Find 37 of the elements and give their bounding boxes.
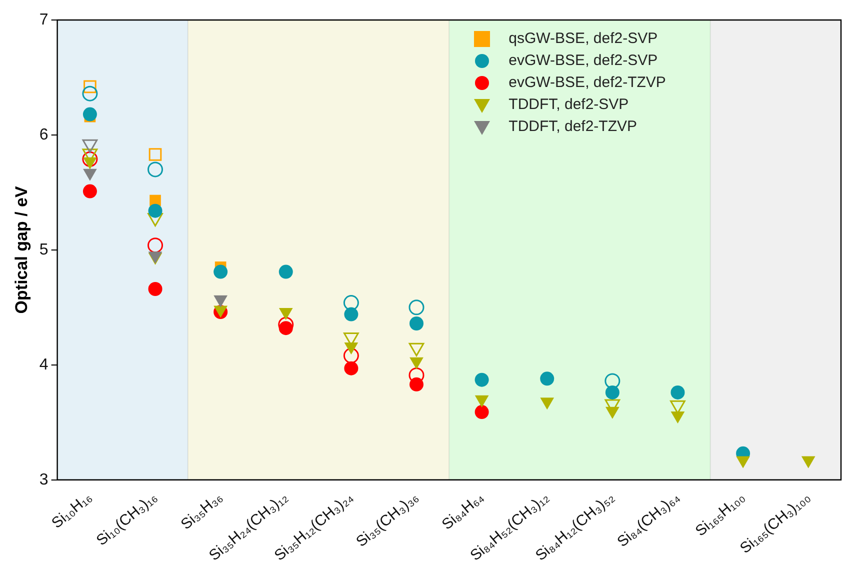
point: [148, 148, 162, 161]
point: [148, 162, 164, 178]
point: [409, 377, 424, 392]
point: [148, 282, 162, 296]
point: [82, 86, 98, 102]
legend-label: TDDFT, def2-SVP: [508, 95, 629, 115]
point: [278, 321, 293, 336]
point: [343, 295, 359, 311]
legend-label: evGW-BSE, def2-SVP: [508, 51, 658, 71]
legend-label: qsGW-BSE, def2-SVP: [508, 29, 658, 49]
point: [540, 372, 554, 386]
point: [408, 300, 424, 316]
legend-label: TDDFT, def2-TZVP: [508, 117, 638, 137]
y-tick-label: 5: [39, 241, 48, 258]
y-axis-title: Optical gap / eV: [12, 186, 31, 314]
y-tick-label: 4: [39, 356, 48, 374]
point: [343, 348, 359, 364]
point: [344, 307, 358, 322]
point: [82, 107, 97, 122]
point: [409, 316, 424, 330]
y-tick-label: 7: [39, 11, 48, 28]
point: [82, 151, 98, 167]
point: [278, 264, 293, 279]
point: [148, 238, 164, 254]
legend-label: evGW-BSE, def2-TZVP: [508, 73, 666, 93]
point: [474, 405, 489, 420]
point: [605, 385, 620, 400]
point: [82, 184, 97, 198]
point: [474, 372, 489, 387]
point: [344, 361, 358, 376]
point: [84, 80, 96, 94]
point: [148, 204, 162, 218]
point: [214, 264, 228, 279]
point: [670, 385, 685, 400]
point: [604, 373, 620, 389]
y-tick-label: 6: [39, 126, 48, 144]
y-tick-label: 3: [39, 471, 48, 488]
